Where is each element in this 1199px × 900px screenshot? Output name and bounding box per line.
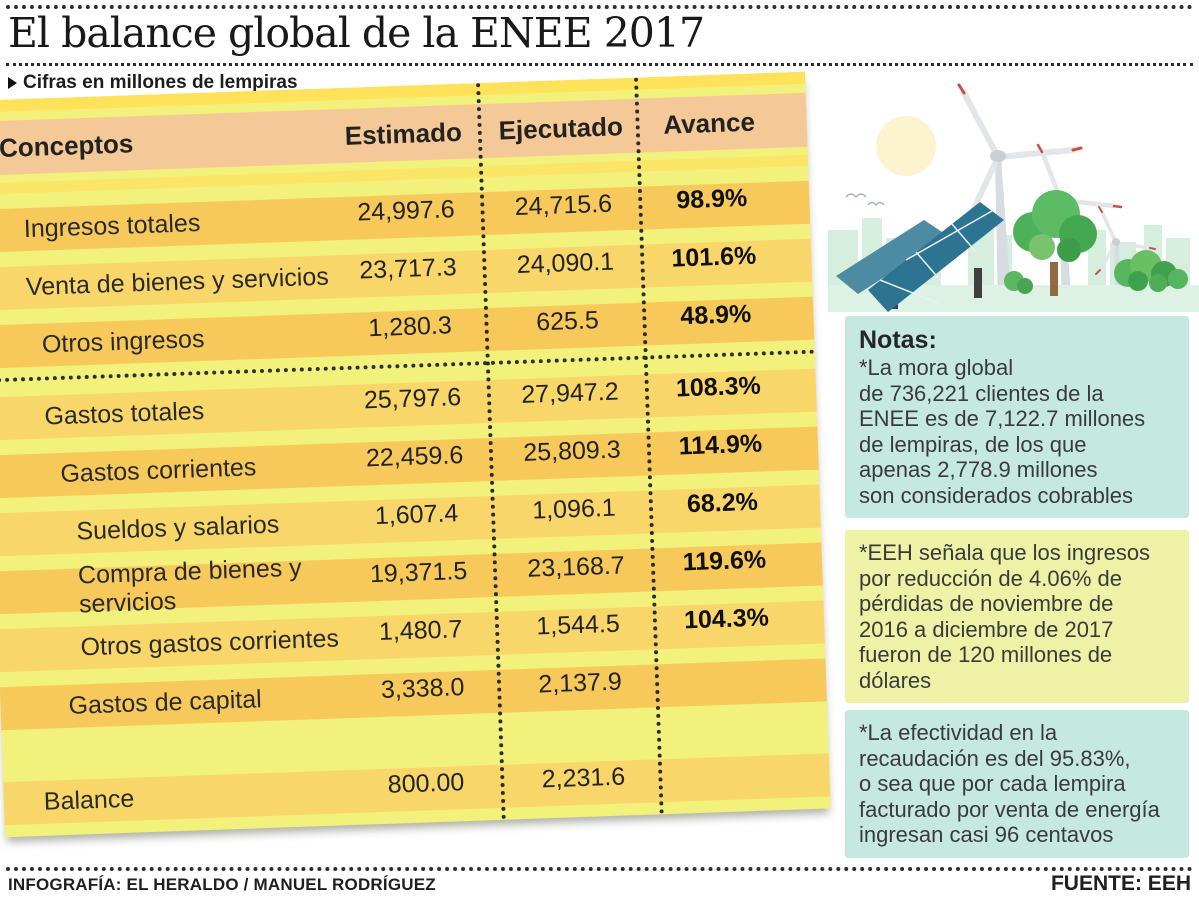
bush-icon <box>1004 250 1188 294</box>
row-avance: 48.9% <box>679 299 752 331</box>
units-note: Cifras en millones de lempiras <box>8 72 298 94</box>
table-row: Gastos totales 25,797.6 27,947.2 108.3% <box>0 368 817 441</box>
row-avance: 104.3% <box>683 603 770 635</box>
title-dotted-rule <box>6 63 1193 66</box>
row-concepto: Otros ingresos <box>41 324 205 359</box>
row-estimado: 1,480.7 <box>378 615 463 647</box>
footer-dotted-rule <box>6 867 1193 871</box>
row-avance: 101.6% <box>670 241 757 273</box>
row-estimado: 1,280.3 <box>367 311 453 343</box>
source-label: FUENTE: EEH <box>1050 872 1191 895</box>
row-estimado: 22,459.6 <box>365 440 464 473</box>
clean-energy-illustration <box>828 83 1199 312</box>
row-estimado: 25,797.6 <box>363 383 462 415</box>
row-concepto: Gastos de capital <box>68 685 263 720</box>
balance-table: Conceptos Estimado Ejecutado Avance Ingr… <box>0 71 831 838</box>
row-concepto: Sueldos y salarios <box>75 510 280 546</box>
row-avance <box>659 674 826 680</box>
row-estimado: 3,338.0 <box>380 673 465 704</box>
row-avance: 108.3% <box>675 371 762 403</box>
row-ejecutado: 625.5 <box>535 306 600 337</box>
row-ejecutado: 24,715.6 <box>514 189 613 222</box>
note-box: *La efectividad en la recaudación es del… <box>845 710 1189 858</box>
col-header-ejecutado: Ejecutado <box>498 110 624 146</box>
note-text: *La efectividad en la recaudación es del… <box>859 720 1160 847</box>
table-row: Sueldos y salarios 1,607.4 1,096.1 68.2% <box>0 484 821 557</box>
col-header-avance: Avance <box>662 106 756 140</box>
top-dotted-rule <box>6 5 1193 9</box>
row-avance: 119.6% <box>682 545 767 577</box>
row-ejecutado: 2,231.6 <box>541 762 626 794</box>
row-concepto: Ingresos totales <box>23 209 201 244</box>
col-header-conceptos: Conceptos <box>0 127 134 163</box>
row-estimado: 19,371.5 <box>369 556 468 589</box>
row-avance: 68.2% <box>686 487 759 519</box>
row-concepto: Balance <box>43 784 135 816</box>
row-estimado: 24,997.6 <box>356 195 456 227</box>
row-estimado: 800.00 <box>387 768 465 799</box>
notes-heading: Notas: <box>859 326 937 354</box>
note-box: Notas: *La mora global de 736,221 cliente… <box>845 316 1189 518</box>
row-avance: 98.9% <box>675 183 748 215</box>
sun-icon <box>876 116 936 176</box>
infographic-credit: INFOGRAFÍA: EL HERALDO / MANUEL RODRÍGUE… <box>8 875 436 894</box>
table-row: Venta de bienes y servicios 23,717.3 24,09… <box>0 238 813 311</box>
row-concepto: Gastos totales <box>43 396 205 431</box>
tree-icon <box>1013 190 1097 296</box>
bullet-arrow-icon <box>8 77 17 89</box>
table-row: Balance 800.00 2,231.6 <box>3 753 831 826</box>
note-text: *La mora global de 736,221 clientes de l… <box>859 355 1146 508</box>
row-estimado: 23,717.3 <box>358 253 458 285</box>
row-avance <box>662 769 829 775</box>
row-concepto: Compra de bienes y servicios <box>77 553 303 618</box>
table-row: Gastos de capital 3,338.0 2,137.9 <box>0 658 827 731</box>
row-concepto: Gastos corrientes <box>59 453 257 489</box>
page-title: El balance global de la ENEE 2017 <box>8 9 705 57</box>
units-note-label: Cifras en millones de lempiras <box>23 72 298 93</box>
birds-icon <box>845 193 885 207</box>
row-ejecutado: 24,090.1 <box>516 247 615 279</box>
note-text: *EEH señala que los ingresos por reducci… <box>859 540 1151 693</box>
row-ejecutado: 1,096.1 <box>531 493 617 525</box>
row-ejecutado: 27,947.2 <box>520 377 620 409</box>
row-avance: 114.9% <box>678 429 763 461</box>
row-ejecutado: 2,137.9 <box>537 667 623 699</box>
note-box: *EEH señala que los ingresos por reducci… <box>845 530 1189 703</box>
row-ejecutado: 23,168.7 <box>526 551 626 583</box>
row-estimado: 1,607.4 <box>374 499 459 531</box>
row-concepto: Otros gastos corrientes <box>80 624 340 662</box>
table-row: Gastos corrientes 22,459.6 25,809.3 114.9% <box>0 426 819 499</box>
table-row: Compra de bienes y servicios 19,371.5 23,1… <box>0 542 823 618</box>
row-ejecutado: 25,809.3 <box>522 435 622 467</box>
col-header-estimado: Estimado <box>344 116 463 151</box>
row-concepto: Venta de bienes y servicios <box>25 262 330 302</box>
solar-panel-icon <box>836 202 1004 312</box>
table-section-ingresos: Ingresos totales 24,997.6 24,715.6 98.9% Ven… <box>0 180 815 369</box>
table-section-gastos: Gastos totales 25,797.6 27,947.2 108.3% Gast… <box>0 368 831 826</box>
row-ejecutado: 1,544.5 <box>535 609 621 641</box>
table-row: Ingresos totales 24,997.6 24,715.6 98.9% <box>0 180 811 253</box>
